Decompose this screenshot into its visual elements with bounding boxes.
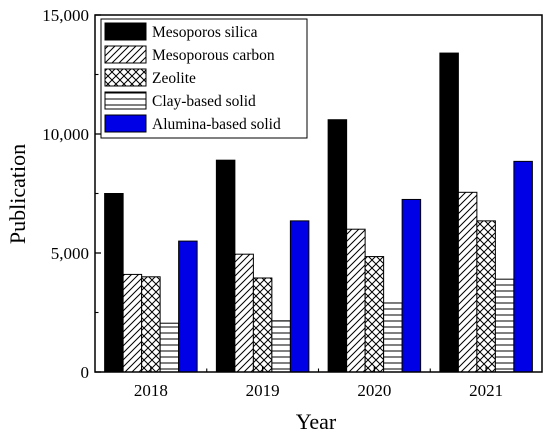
bar-zeolite-2021	[476, 220, 496, 373]
bar-alumina-based-solid-2019	[289, 220, 310, 373]
legend-swatch-clay-based-solid	[104, 91, 147, 110]
legend-label-zeolite: Zeolite	[152, 70, 196, 87]
legend-label-mesoporous-carbon: Mesoporous carbon	[152, 47, 275, 64]
bar-mesoporos-silica-2020	[327, 119, 348, 373]
y-tick-label: 10,000	[42, 125, 89, 144]
y-tick-label: 5,000	[51, 244, 89, 263]
legend-swatch-zeolite	[104, 68, 147, 87]
x-tick-label: 2020	[357, 381, 391, 400]
x-axis-title: Year	[296, 409, 337, 434]
y-axis-title: Publication	[5, 144, 30, 244]
legend-label-alumina-based-solid: Alumina-based solid	[152, 116, 281, 133]
legend-swatch-mesoporous-carbon	[104, 45, 147, 64]
x-tick-label: 2021	[469, 381, 503, 400]
bar-mesoporous-carbon-2018	[122, 273, 143, 373]
bar-alumina-based-solid-2021	[513, 160, 533, 373]
ticks-layer: 0 5,000 10,000 15,000 2018 2019 2020 2021	[42, 6, 503, 400]
bars-layer	[104, 52, 533, 373]
bar-alumina-based-solid-2018	[178, 240, 198, 373]
bar-clay-based-solid-2018	[159, 322, 180, 373]
bar-mesoporos-silica-2019	[215, 159, 236, 373]
bar-mesoporos-silica-2021	[439, 52, 459, 373]
y-tick-label: 0	[81, 363, 90, 382]
legend-label-clay-based-solid: Clay-based solid	[152, 93, 256, 110]
bar-mesoporos-silica-2018	[104, 193, 124, 373]
x-tick-label: 2018	[134, 381, 168, 400]
x-tick-label: 2019	[246, 381, 280, 400]
bar-zeolite-2018	[141, 276, 161, 373]
legend-swatch-mesoporos-silica	[104, 22, 147, 41]
bar-zeolite-2019	[252, 277, 273, 373]
bar-mesoporous-carbon-2021	[457, 191, 478, 373]
bar-clay-based-solid-2019	[271, 320, 291, 373]
bar-mesoporous-carbon-2020	[346, 228, 366, 373]
bar-clay-based-solid-2020	[383, 302, 403, 373]
bar-clay-based-solid-2021	[494, 278, 515, 373]
bar-mesoporous-carbon-2019	[234, 253, 254, 373]
y-tick-label: 15,000	[42, 6, 89, 25]
legend-label-mesoporos-silica: Mesoporos silica	[152, 24, 258, 41]
bar-alumina-based-solid-2020	[401, 198, 422, 373]
legend: Mesoporos silica Mesoporous carbon Zeolite…	[100, 18, 308, 139]
bar-zeolite-2020	[364, 256, 385, 373]
legend-swatch-alumina-based-solid	[104, 114, 147, 133]
